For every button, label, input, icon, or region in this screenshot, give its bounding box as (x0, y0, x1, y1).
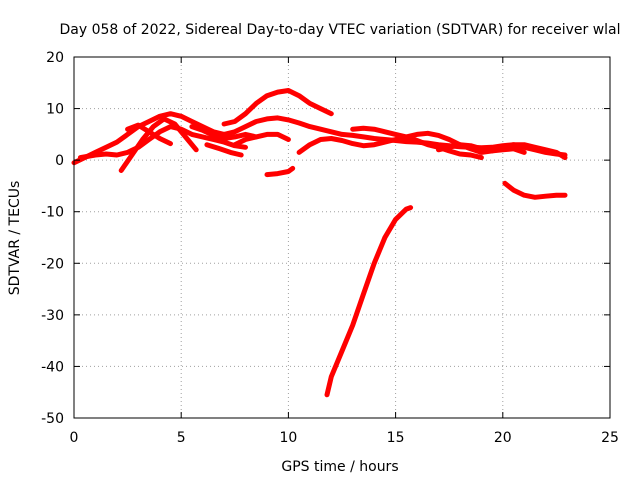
y-tick-label: -10 (41, 205, 64, 221)
series-line-pass-c (118, 116, 199, 173)
data-series-layer (71, 88, 568, 398)
plot-frame (73, 56, 611, 419)
y-tick-label: -20 (41, 256, 64, 272)
y-axis-label: SDTVAR / TECUs (7, 181, 23, 296)
series-line-pass-i (264, 165, 296, 178)
x-tick-label: 20 (494, 430, 512, 446)
y-tick-label: 20 (46, 50, 64, 66)
chart-title: Day 058 of 2022, Sidereal Day-to-day VTE… (59, 22, 620, 38)
y-tick-label: 10 (46, 102, 64, 118)
series-line-pass-e (189, 124, 259, 141)
series-line-pass-k (350, 125, 484, 161)
series-line-pass-j (296, 130, 568, 161)
x-tick-label: 10 (279, 430, 297, 446)
x-tick-label: 0 (70, 430, 79, 446)
y-tick-label: 0 (55, 153, 64, 169)
x-tick-label: 15 (387, 430, 405, 446)
grid-lines (74, 57, 610, 418)
series-line-pass-g (221, 88, 334, 127)
series-line-pass-b (77, 124, 248, 161)
series-line-pass-h (232, 131, 291, 148)
y-tick-label: -30 (41, 308, 64, 324)
axis-ticks: 0 5 10 15 20 25 -50 -40 -30 -20 -10 0 10 20 (41, 50, 619, 446)
y-tick-label: -40 (41, 359, 64, 375)
series-line-pass-m (502, 180, 568, 200)
x-axis-label: GPS time / hours (281, 459, 398, 475)
series-line-pass-l (436, 142, 527, 155)
series-line-pass-n (324, 205, 414, 398)
x-tick-label: 25 (601, 430, 619, 446)
series-line-pass-f (204, 142, 244, 158)
y-tick-label: -50 (41, 411, 64, 427)
series-line-pass-d (125, 122, 173, 147)
x-tick-label: 5 (177, 430, 186, 446)
